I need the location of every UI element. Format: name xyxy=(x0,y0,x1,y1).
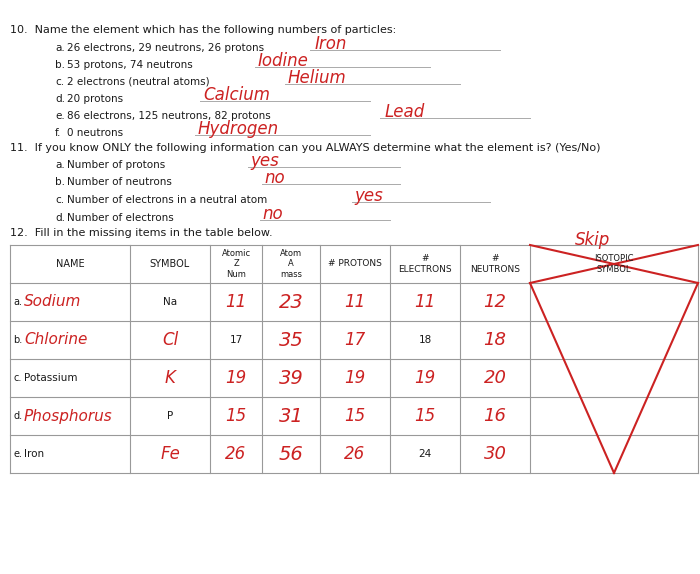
Text: 15: 15 xyxy=(344,407,365,425)
Text: Iron: Iron xyxy=(315,35,347,53)
Text: yes: yes xyxy=(250,152,279,170)
Text: a.: a. xyxy=(13,297,22,307)
Text: NAME: NAME xyxy=(56,259,84,269)
Text: Helium: Helium xyxy=(288,69,346,87)
Text: 18: 18 xyxy=(484,331,507,349)
Text: 35: 35 xyxy=(279,331,303,350)
Text: Calcium: Calcium xyxy=(203,86,270,104)
Text: ISOTOPIC
SYMBOL: ISOTOPIC SYMBOL xyxy=(594,254,634,274)
Text: e.: e. xyxy=(55,111,64,121)
Text: a.: a. xyxy=(55,43,64,53)
Text: yes: yes xyxy=(354,187,383,205)
Text: Lead: Lead xyxy=(385,103,426,121)
Text: c.: c. xyxy=(13,373,22,383)
Text: d.: d. xyxy=(55,94,65,104)
Text: b.: b. xyxy=(55,177,65,187)
Text: 53 protons, 74 neutrons: 53 protons, 74 neutrons xyxy=(67,60,192,70)
Text: 15: 15 xyxy=(225,407,246,425)
Text: a.: a. xyxy=(55,160,64,170)
Text: 19: 19 xyxy=(414,369,435,387)
Text: 30: 30 xyxy=(484,445,507,463)
Text: 26: 26 xyxy=(225,445,246,463)
Text: Phosphorus: Phosphorus xyxy=(24,409,113,424)
Text: Cl: Cl xyxy=(162,331,178,349)
Text: Potassium: Potassium xyxy=(24,373,78,383)
Text: b.: b. xyxy=(55,60,65,70)
Text: Atom
A
mass: Atom A mass xyxy=(280,249,302,279)
Text: 11: 11 xyxy=(414,293,435,311)
Text: 86 electrons, 125 neutrons, 82 protons: 86 electrons, 125 neutrons, 82 protons xyxy=(67,111,271,121)
Text: d.: d. xyxy=(55,213,65,223)
Text: 10.  Name the element which has the following numbers of particles:: 10. Name the element which has the follo… xyxy=(10,25,396,35)
Text: 15: 15 xyxy=(414,407,435,425)
Text: P: P xyxy=(167,411,173,421)
Text: f.: f. xyxy=(55,128,62,138)
Text: K: K xyxy=(164,369,176,387)
Text: Hydrogen: Hydrogen xyxy=(198,120,279,138)
Text: 19: 19 xyxy=(344,369,365,387)
Text: 18: 18 xyxy=(419,335,432,345)
Text: 23: 23 xyxy=(279,293,303,312)
Text: d.: d. xyxy=(13,411,22,421)
Text: no: no xyxy=(262,205,283,223)
Text: 17: 17 xyxy=(344,331,365,349)
Text: Skip: Skip xyxy=(575,231,610,249)
Text: 26: 26 xyxy=(344,445,365,463)
Text: 24: 24 xyxy=(419,449,432,459)
Text: Na: Na xyxy=(163,297,177,307)
Text: b.: b. xyxy=(13,335,22,345)
Text: 19: 19 xyxy=(225,369,246,387)
Text: no: no xyxy=(264,169,285,187)
Text: 39: 39 xyxy=(279,369,303,387)
Text: Number of electrons: Number of electrons xyxy=(67,213,174,223)
Text: # PROTONS: # PROTONS xyxy=(328,259,382,269)
Text: 11: 11 xyxy=(344,293,365,311)
Text: #
ELECTRONS: # ELECTRONS xyxy=(398,254,452,274)
Text: Atomic
Z
Num: Atomic Z Num xyxy=(221,249,251,279)
Text: 56: 56 xyxy=(279,444,303,463)
Text: 11.  If you know ONLY the following information can you ALWAYS determine what th: 11. If you know ONLY the following infor… xyxy=(10,143,601,153)
Text: 17: 17 xyxy=(230,335,243,345)
Text: Number of electrons in a neutral atom: Number of electrons in a neutral atom xyxy=(67,195,267,205)
Text: c.: c. xyxy=(55,195,64,205)
Text: Chlorine: Chlorine xyxy=(24,332,88,347)
Text: 2 electrons (neutral atoms): 2 electrons (neutral atoms) xyxy=(67,77,209,87)
Text: 31: 31 xyxy=(279,406,303,425)
Text: Iron: Iron xyxy=(24,449,44,459)
Text: Fe: Fe xyxy=(160,445,180,463)
Text: 20 protons: 20 protons xyxy=(67,94,123,104)
Text: Number of neutrons: Number of neutrons xyxy=(67,177,172,187)
Text: c.: c. xyxy=(55,77,64,87)
Text: 20: 20 xyxy=(484,369,507,387)
Text: SYMBOL: SYMBOL xyxy=(150,259,190,269)
Text: Sodium: Sodium xyxy=(24,294,81,309)
Text: Iodine: Iodine xyxy=(258,52,309,70)
Text: 26 electrons, 29 neutrons, 26 protons: 26 electrons, 29 neutrons, 26 protons xyxy=(67,43,264,53)
Text: Number of protons: Number of protons xyxy=(67,160,165,170)
Text: #
NEUTRONS: # NEUTRONS xyxy=(470,254,520,274)
Text: 12.  Fill in the missing items in the table below.: 12. Fill in the missing items in the tab… xyxy=(10,228,272,238)
Text: 11: 11 xyxy=(225,293,246,311)
Text: 0 neutrons: 0 neutrons xyxy=(67,128,123,138)
Text: 12: 12 xyxy=(484,293,507,311)
Text: 16: 16 xyxy=(484,407,507,425)
Text: e.: e. xyxy=(13,449,22,459)
